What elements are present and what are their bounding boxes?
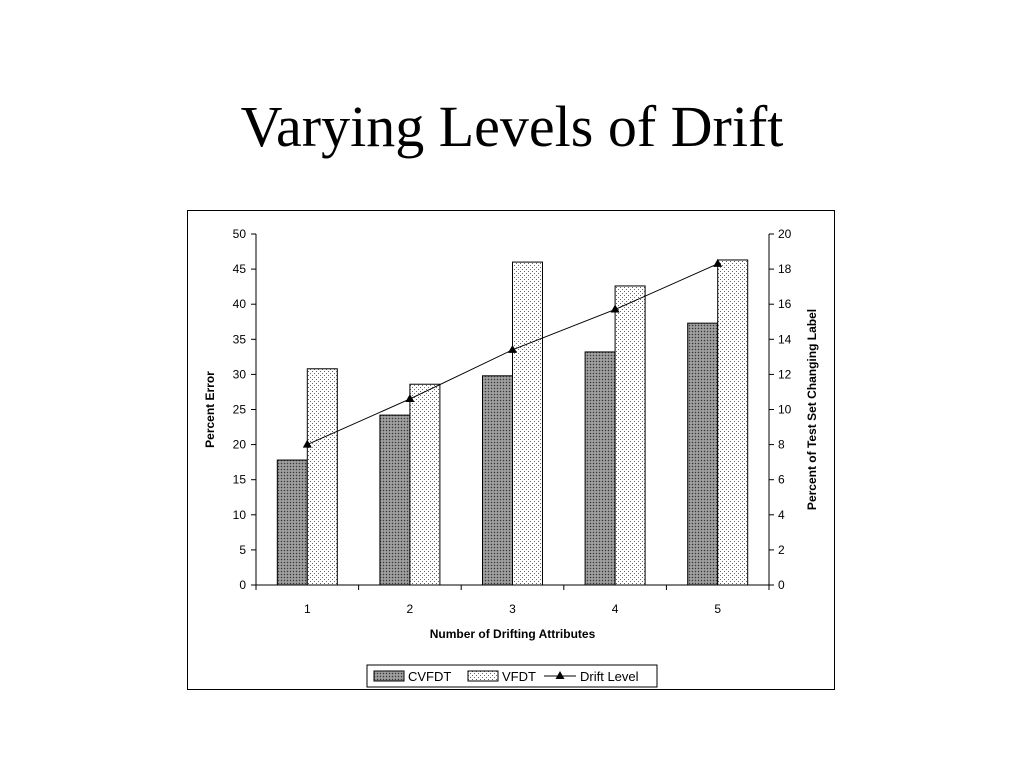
y2-tick-label: 12 [778,367,792,381]
y-tick-label: 45 [233,262,247,276]
bar-cvfdt [379,414,411,586]
bar-vfdt [512,261,543,586]
bar-vfdt [409,383,441,586]
bar-vfdt [717,259,749,586]
chart-frame: 0 5 10 15 20 25 30 35 40 45 50 0 2 4 6 8 10 12 14 16 18 20 1 2 3… [187,210,835,690]
y2-tick-label: 6 [778,473,785,487]
drift-level-marker [508,344,517,353]
x-tick-label: 2 [407,602,414,616]
slide-title: Varying Levels of Drift [240,94,784,159]
x-tick-label: 1 [304,602,311,616]
axis-labels: Number of Drifting Attributes Percent Err… [203,309,819,641]
y-tick-label: 15 [233,473,247,487]
drift-level-marker [405,393,415,402]
y2-tick-label: 14 [778,332,792,346]
drift-level-marker [302,439,312,448]
y2-tick-label: 0 [778,578,785,592]
bars [276,259,749,586]
drift-level-marker [610,304,620,313]
legend-label-drift-level: Drift Level [580,669,639,684]
y2-tick-label: 16 [778,297,792,311]
bar-cvfdt [584,351,616,586]
y2-axis-title: Percent of Test Set Changing Label [805,309,819,510]
y2-tick-label: 8 [778,438,785,452]
legend-swatch-vfdt [467,670,499,682]
legend-swatch-cvfdt [373,670,405,682]
bar-cvfdt [276,459,308,586]
legend: CVFDT VFDT Drift Level [366,664,658,688]
y2-tick-label: 2 [778,543,785,557]
x-tick-label: 3 [509,602,516,616]
y-tick-label: 25 [233,403,247,417]
y-tick-label: 0 [239,578,246,592]
y2-tick-label: 18 [778,262,792,276]
y-tick-label: 35 [233,332,247,346]
y2-tick-label: 20 [778,227,792,241]
y-tick-label: 10 [233,508,247,522]
y-tick-label: 30 [233,367,247,381]
bar-vfdt [306,368,338,586]
legend-box [366,664,658,688]
legend-label-cvfdt: CVFDT [408,669,451,684]
bar-cvfdt [482,375,513,586]
bar-vfdt [614,285,646,586]
y2-tick-label: 10 [778,403,792,417]
legend-swatch-drift-marker [555,671,565,679]
y-tick-label: 20 [233,438,247,452]
y-tick-label: 40 [233,297,247,311]
drift-line [302,258,723,448]
x-tick-label: 4 [612,602,619,616]
drift-level-marker [713,258,723,267]
y-tick-label: 50 [233,227,247,241]
legend-label-vfdt: VFDT [502,669,536,684]
bar-cvfdt [687,322,719,586]
y-axis-title: Percent Error [203,371,217,448]
y-tick-label: 5 [239,543,246,557]
y2-tick-label: 4 [778,508,785,522]
x-axis-title: Number of Drifting Attributes [430,627,596,641]
x-tick-label: 5 [714,602,721,616]
